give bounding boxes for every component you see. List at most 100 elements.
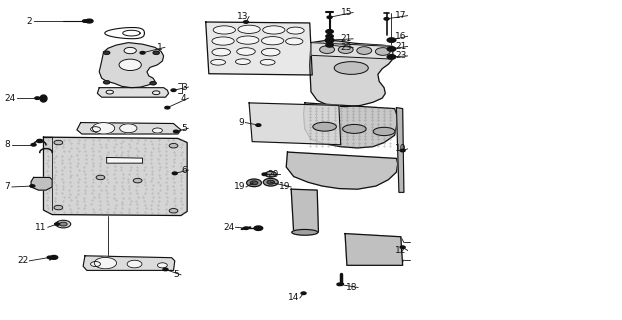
Circle shape [388, 48, 392, 50]
Circle shape [140, 52, 145, 54]
Circle shape [54, 205, 63, 210]
Text: 8: 8 [4, 140, 10, 149]
Text: 11: 11 [35, 223, 47, 232]
Text: 20: 20 [267, 170, 279, 179]
Circle shape [31, 143, 36, 146]
Circle shape [93, 123, 114, 134]
Polygon shape [31, 178, 52, 190]
Circle shape [327, 16, 332, 19]
Ellipse shape [237, 48, 255, 55]
Circle shape [174, 130, 179, 133]
Text: 2: 2 [26, 17, 32, 26]
Text: 19: 19 [279, 182, 290, 191]
Circle shape [326, 39, 333, 43]
Circle shape [243, 227, 248, 229]
Ellipse shape [262, 26, 285, 34]
Ellipse shape [285, 38, 303, 45]
Text: 6: 6 [181, 166, 187, 175]
Polygon shape [311, 43, 392, 59]
Polygon shape [100, 43, 164, 88]
Circle shape [54, 140, 63, 145]
Circle shape [172, 172, 177, 175]
Circle shape [103, 81, 109, 84]
Polygon shape [286, 152, 397, 189]
Circle shape [153, 51, 159, 54]
Circle shape [106, 90, 113, 94]
Text: 23: 23 [341, 43, 352, 52]
Ellipse shape [343, 124, 366, 133]
Polygon shape [106, 157, 142, 163]
Circle shape [338, 46, 353, 53]
Ellipse shape [287, 27, 304, 34]
Text: 12: 12 [395, 246, 407, 255]
Circle shape [326, 43, 333, 47]
Circle shape [103, 51, 109, 54]
Text: 4: 4 [181, 94, 187, 103]
Circle shape [133, 178, 142, 183]
Circle shape [388, 39, 392, 41]
Circle shape [387, 38, 396, 42]
Circle shape [251, 181, 256, 184]
Circle shape [263, 178, 278, 186]
Circle shape [119, 124, 137, 133]
Circle shape [388, 56, 392, 58]
Circle shape [152, 128, 162, 133]
Text: 7: 7 [4, 182, 10, 191]
Text: 9: 9 [238, 118, 244, 127]
Circle shape [163, 268, 168, 271]
Circle shape [30, 185, 35, 187]
Circle shape [325, 38, 334, 42]
Polygon shape [345, 234, 402, 265]
Circle shape [387, 55, 396, 59]
Circle shape [250, 181, 258, 185]
Circle shape [301, 292, 306, 294]
Circle shape [86, 19, 93, 23]
Text: 10: 10 [395, 144, 407, 153]
Circle shape [262, 173, 267, 176]
Ellipse shape [292, 229, 318, 235]
Polygon shape [249, 103, 341, 145]
Circle shape [326, 30, 333, 33]
Circle shape [256, 124, 261, 126]
Polygon shape [396, 108, 404, 192]
Circle shape [400, 149, 405, 152]
Text: 16: 16 [395, 32, 407, 41]
Circle shape [37, 140, 43, 142]
Circle shape [400, 246, 405, 249]
Circle shape [127, 260, 142, 268]
Ellipse shape [261, 36, 284, 45]
Circle shape [55, 223, 60, 225]
Circle shape [91, 261, 101, 267]
Circle shape [254, 226, 262, 230]
Circle shape [171, 89, 176, 92]
Circle shape [150, 82, 156, 85]
Circle shape [35, 97, 40, 100]
Circle shape [327, 39, 332, 41]
Ellipse shape [213, 26, 236, 34]
Circle shape [119, 59, 141, 70]
Ellipse shape [212, 37, 234, 45]
Circle shape [376, 48, 390, 55]
Circle shape [165, 106, 170, 109]
Circle shape [50, 255, 58, 259]
Ellipse shape [261, 48, 280, 56]
Ellipse shape [334, 62, 368, 74]
Circle shape [47, 256, 52, 259]
Ellipse shape [212, 48, 231, 56]
Text: 22: 22 [17, 256, 28, 265]
Circle shape [320, 46, 335, 53]
Text: 21: 21 [341, 34, 352, 43]
Polygon shape [291, 189, 318, 232]
Polygon shape [83, 256, 175, 270]
Circle shape [267, 180, 274, 184]
Circle shape [267, 181, 272, 183]
Circle shape [265, 172, 276, 177]
Ellipse shape [238, 25, 260, 33]
Text: 5: 5 [181, 124, 187, 133]
Circle shape [56, 220, 71, 228]
Text: 15: 15 [341, 8, 352, 17]
Polygon shape [206, 22, 312, 75]
Text: 19: 19 [234, 182, 245, 191]
Polygon shape [77, 123, 181, 134]
Circle shape [243, 21, 248, 23]
